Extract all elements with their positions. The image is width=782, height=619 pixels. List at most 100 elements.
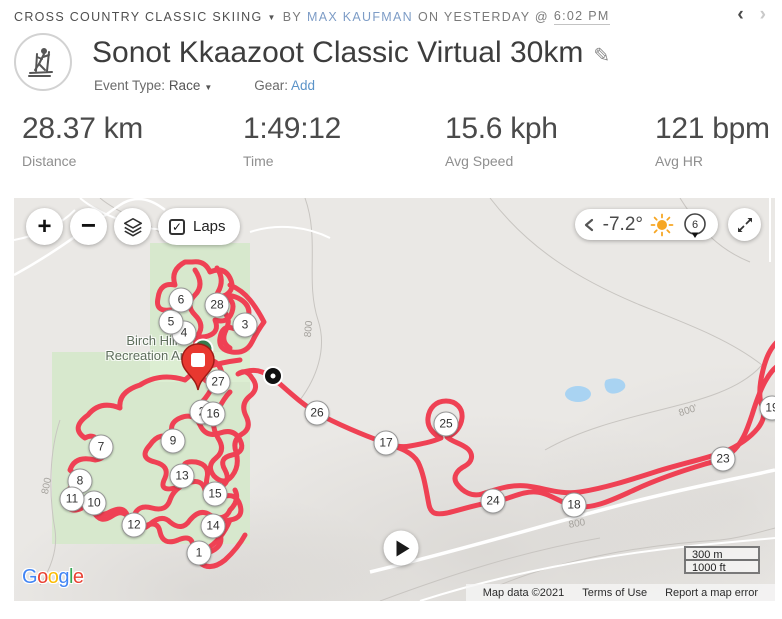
wind-direction-dial: 6 xyxy=(684,212,706,238)
edit-title-icon[interactable]: ✎ xyxy=(593,45,611,67)
route-segment xyxy=(383,340,775,498)
lap-marker-23[interactable]: 23 xyxy=(710,446,736,472)
lap-marker-14[interactable]: 14 xyxy=(200,513,226,539)
google-logo-letter: o xyxy=(47,566,59,588)
map-scale: 300 m 1000 ft xyxy=(684,546,760,574)
report-map-error-link[interactable]: Report a map error xyxy=(665,586,758,599)
lap-marker-11[interactable]: 11 xyxy=(59,486,85,512)
author-link[interactable]: MAX KAUFMAN xyxy=(307,10,413,24)
lap-marker-12[interactable]: 12 xyxy=(121,512,147,538)
finish-pin[interactable] xyxy=(178,342,218,394)
activity-nav: ‹ › xyxy=(737,4,766,26)
activity-meta: Event Type: Race ▼ Gear: Add xyxy=(94,78,315,93)
activity-time[interactable]: 6:02 PM xyxy=(553,9,610,25)
stat-value: 121 bpm xyxy=(655,112,770,145)
chevron-left-icon[interactable] xyxy=(582,216,596,234)
google-logo-letter: l xyxy=(68,566,73,588)
layers-icon xyxy=(123,217,142,236)
lap-marker-13[interactable]: 13 xyxy=(169,463,195,489)
skier-icon xyxy=(28,48,53,77)
map-attribution: Map data ©2021 Terms of Use Report a map… xyxy=(465,584,775,601)
event-type-dropdown[interactable]: Race ▼ xyxy=(168,78,213,93)
layers-button[interactable] xyxy=(114,208,151,245)
event-type-label: Event Type: xyxy=(94,78,166,93)
lap-marker-27[interactable]: 27 xyxy=(205,369,231,395)
lap-marker-28[interactable]: 28 xyxy=(204,292,230,318)
stat-value: 15.6 kph xyxy=(445,112,558,145)
lap-marker-15[interactable]: 15 xyxy=(202,481,228,507)
lap-marker-19[interactable]: 19 xyxy=(759,395,775,421)
activity-type-dropdown[interactable]: CROSS COUNTRY CLASSIC SKIING xyxy=(14,10,263,24)
route-segment xyxy=(155,259,236,340)
gear-label: Gear: xyxy=(254,78,289,93)
zoom-in-button[interactable]: + xyxy=(26,208,63,245)
fullscreen-button[interactable] xyxy=(728,208,761,241)
lap-marker-16[interactable]: 16 xyxy=(200,401,226,427)
stat-label: Time xyxy=(243,153,274,169)
activity-avatar xyxy=(14,33,72,91)
zoom-out-button[interactable]: − xyxy=(70,208,107,245)
wind-speed-value: 6 xyxy=(692,219,698,231)
next-activity-button[interactable]: › xyxy=(759,4,766,25)
google-logo-letter: o xyxy=(37,566,48,588)
lap-marker-5[interactable]: 5 xyxy=(158,309,184,335)
lake xyxy=(565,378,626,402)
stat-avg-speed: 15.6 kph Avg Speed xyxy=(445,112,558,169)
map-data-copyright: Map data ©2021 xyxy=(482,586,565,599)
lap-marker-24[interactable]: 24 xyxy=(480,488,506,514)
route-segment xyxy=(212,282,267,355)
google-logo-letter: G xyxy=(22,566,38,588)
lap-marker-17[interactable]: 17 xyxy=(373,430,399,456)
on-label: ON YESTERDAY @ xyxy=(417,10,549,24)
chevron-down-icon: ▼ xyxy=(267,12,277,22)
contour-elevation-label: 800 xyxy=(302,320,316,338)
weather-widget: -7.2° 6 xyxy=(574,209,718,240)
lap-marker-26[interactable]: 26 xyxy=(304,400,330,426)
stat-label: Distance xyxy=(22,153,77,169)
expand-icon xyxy=(737,217,752,232)
lap-marker-7[interactable]: 7 xyxy=(88,434,114,460)
lap-marker-6[interactable]: 6 xyxy=(168,287,194,313)
laps-label: Laps xyxy=(193,218,226,235)
stat-value: 28.37 km xyxy=(22,112,143,145)
breadcrumb: CROSS COUNTRY CLASSIC SKIING ▼ BY MAX KA… xyxy=(14,6,768,28)
prev-activity-button[interactable]: ‹ xyxy=(737,4,744,25)
lap-marker-25[interactable]: 25 xyxy=(433,411,459,437)
lap-marker-1[interactable]: 1 xyxy=(186,540,212,566)
scale-imperial: 1000 ft xyxy=(684,559,760,574)
laps-checkbox[interactable]: ✓ xyxy=(169,218,185,235)
stat-distance: 28.37 km Distance xyxy=(22,112,143,169)
scale-metric: 300 m xyxy=(684,546,760,561)
lap-markers-layer: 1234567891011121314151617181923242526272… xyxy=(14,198,775,601)
lap-marker-3[interactable]: 3 xyxy=(232,312,258,338)
gear-add-link[interactable]: Add xyxy=(291,78,316,93)
route-segment xyxy=(208,367,276,484)
sun-icon xyxy=(650,213,674,236)
contour-elevation-label: 800' xyxy=(677,402,699,420)
lap-marker-10[interactable]: 10 xyxy=(81,490,107,516)
page-title: Sonot Kkaazoot Classic Virtual 30km ✎ xyxy=(92,36,610,70)
park-name-label: Birch Hill Recreation Area xyxy=(105,333,199,363)
play-route-button[interactable] xyxy=(383,530,419,566)
route-map[interactable]: Birch Hill Recreation Area 1234567891011… xyxy=(14,198,775,601)
start-marker[interactable] xyxy=(265,368,281,384)
temperature-value: -7.2° xyxy=(602,213,643,235)
lap-marker-18[interactable]: 18 xyxy=(561,492,587,518)
terms-of-use-link[interactable]: Terms of Use xyxy=(582,586,648,599)
lap-marker-9[interactable]: 9 xyxy=(160,428,186,454)
chevron-down-icon: ▼ xyxy=(204,83,213,92)
stat-time: 1:49:12 Time xyxy=(243,112,341,169)
activity-name: Sonot Kkaazoot Classic Virtual 30km xyxy=(92,36,584,69)
contour-elevation-label: 800 xyxy=(39,476,55,496)
play-icon xyxy=(396,540,410,556)
laps-toggle[interactable]: ✓ Laps xyxy=(158,208,240,245)
google-logo[interactable]: Google xyxy=(22,566,84,589)
stat-label: Avg HR xyxy=(655,153,703,169)
stat-avg-hr: 121 bpm Avg HR xyxy=(655,112,770,169)
contour-elevation-label: 800 xyxy=(567,517,587,531)
google-logo-letter: g xyxy=(58,566,69,588)
by-label: BY xyxy=(282,10,302,24)
stat-label: Avg Speed xyxy=(445,153,514,169)
stat-value: 1:49:12 xyxy=(243,112,341,145)
